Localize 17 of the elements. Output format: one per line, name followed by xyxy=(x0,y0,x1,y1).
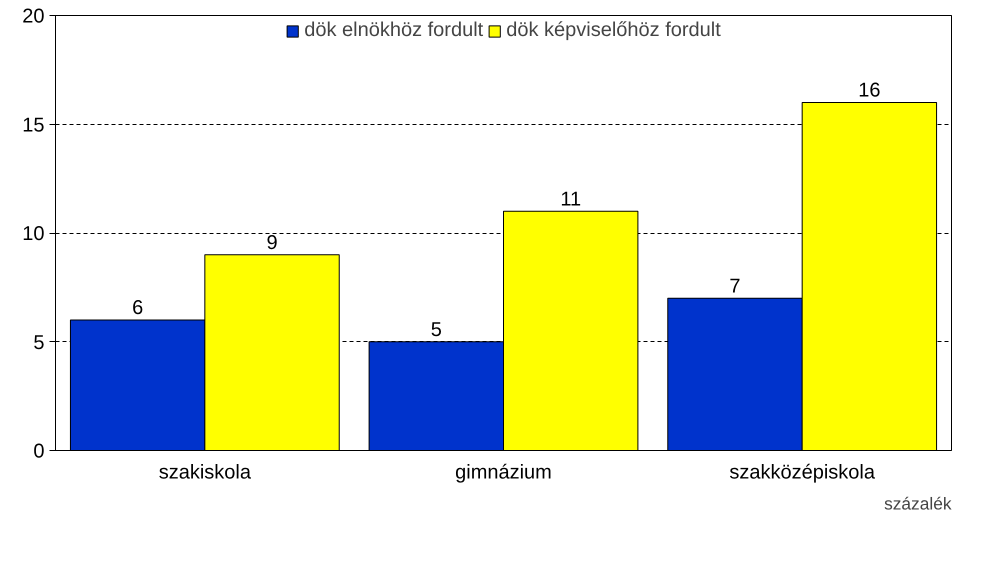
text: százalék xyxy=(884,494,952,514)
legend-label: dök elnökhöz fordult xyxy=(304,19,484,42)
y-tick-label: 10 xyxy=(22,223,45,245)
data-label: 5 xyxy=(430,318,442,341)
y-tick-label: 5 xyxy=(33,332,44,354)
y-tick-label: 15 xyxy=(22,114,45,136)
x-tick-label: szakiskola xyxy=(158,462,252,484)
data-label: 6 xyxy=(132,297,144,319)
data-label: 11 xyxy=(560,188,582,210)
data-label: 9 xyxy=(266,232,278,254)
legend-label: dök képviselőhöz fordult xyxy=(506,19,721,42)
y-tick-label: 0 xyxy=(33,440,44,462)
y-tick-label: 20 xyxy=(22,6,45,28)
data-label: 7 xyxy=(729,275,741,298)
x-tick-label: szakközépiskola xyxy=(729,462,876,484)
x-tick-label: gimnázium xyxy=(455,462,552,484)
data-label: 16 xyxy=(858,80,880,102)
